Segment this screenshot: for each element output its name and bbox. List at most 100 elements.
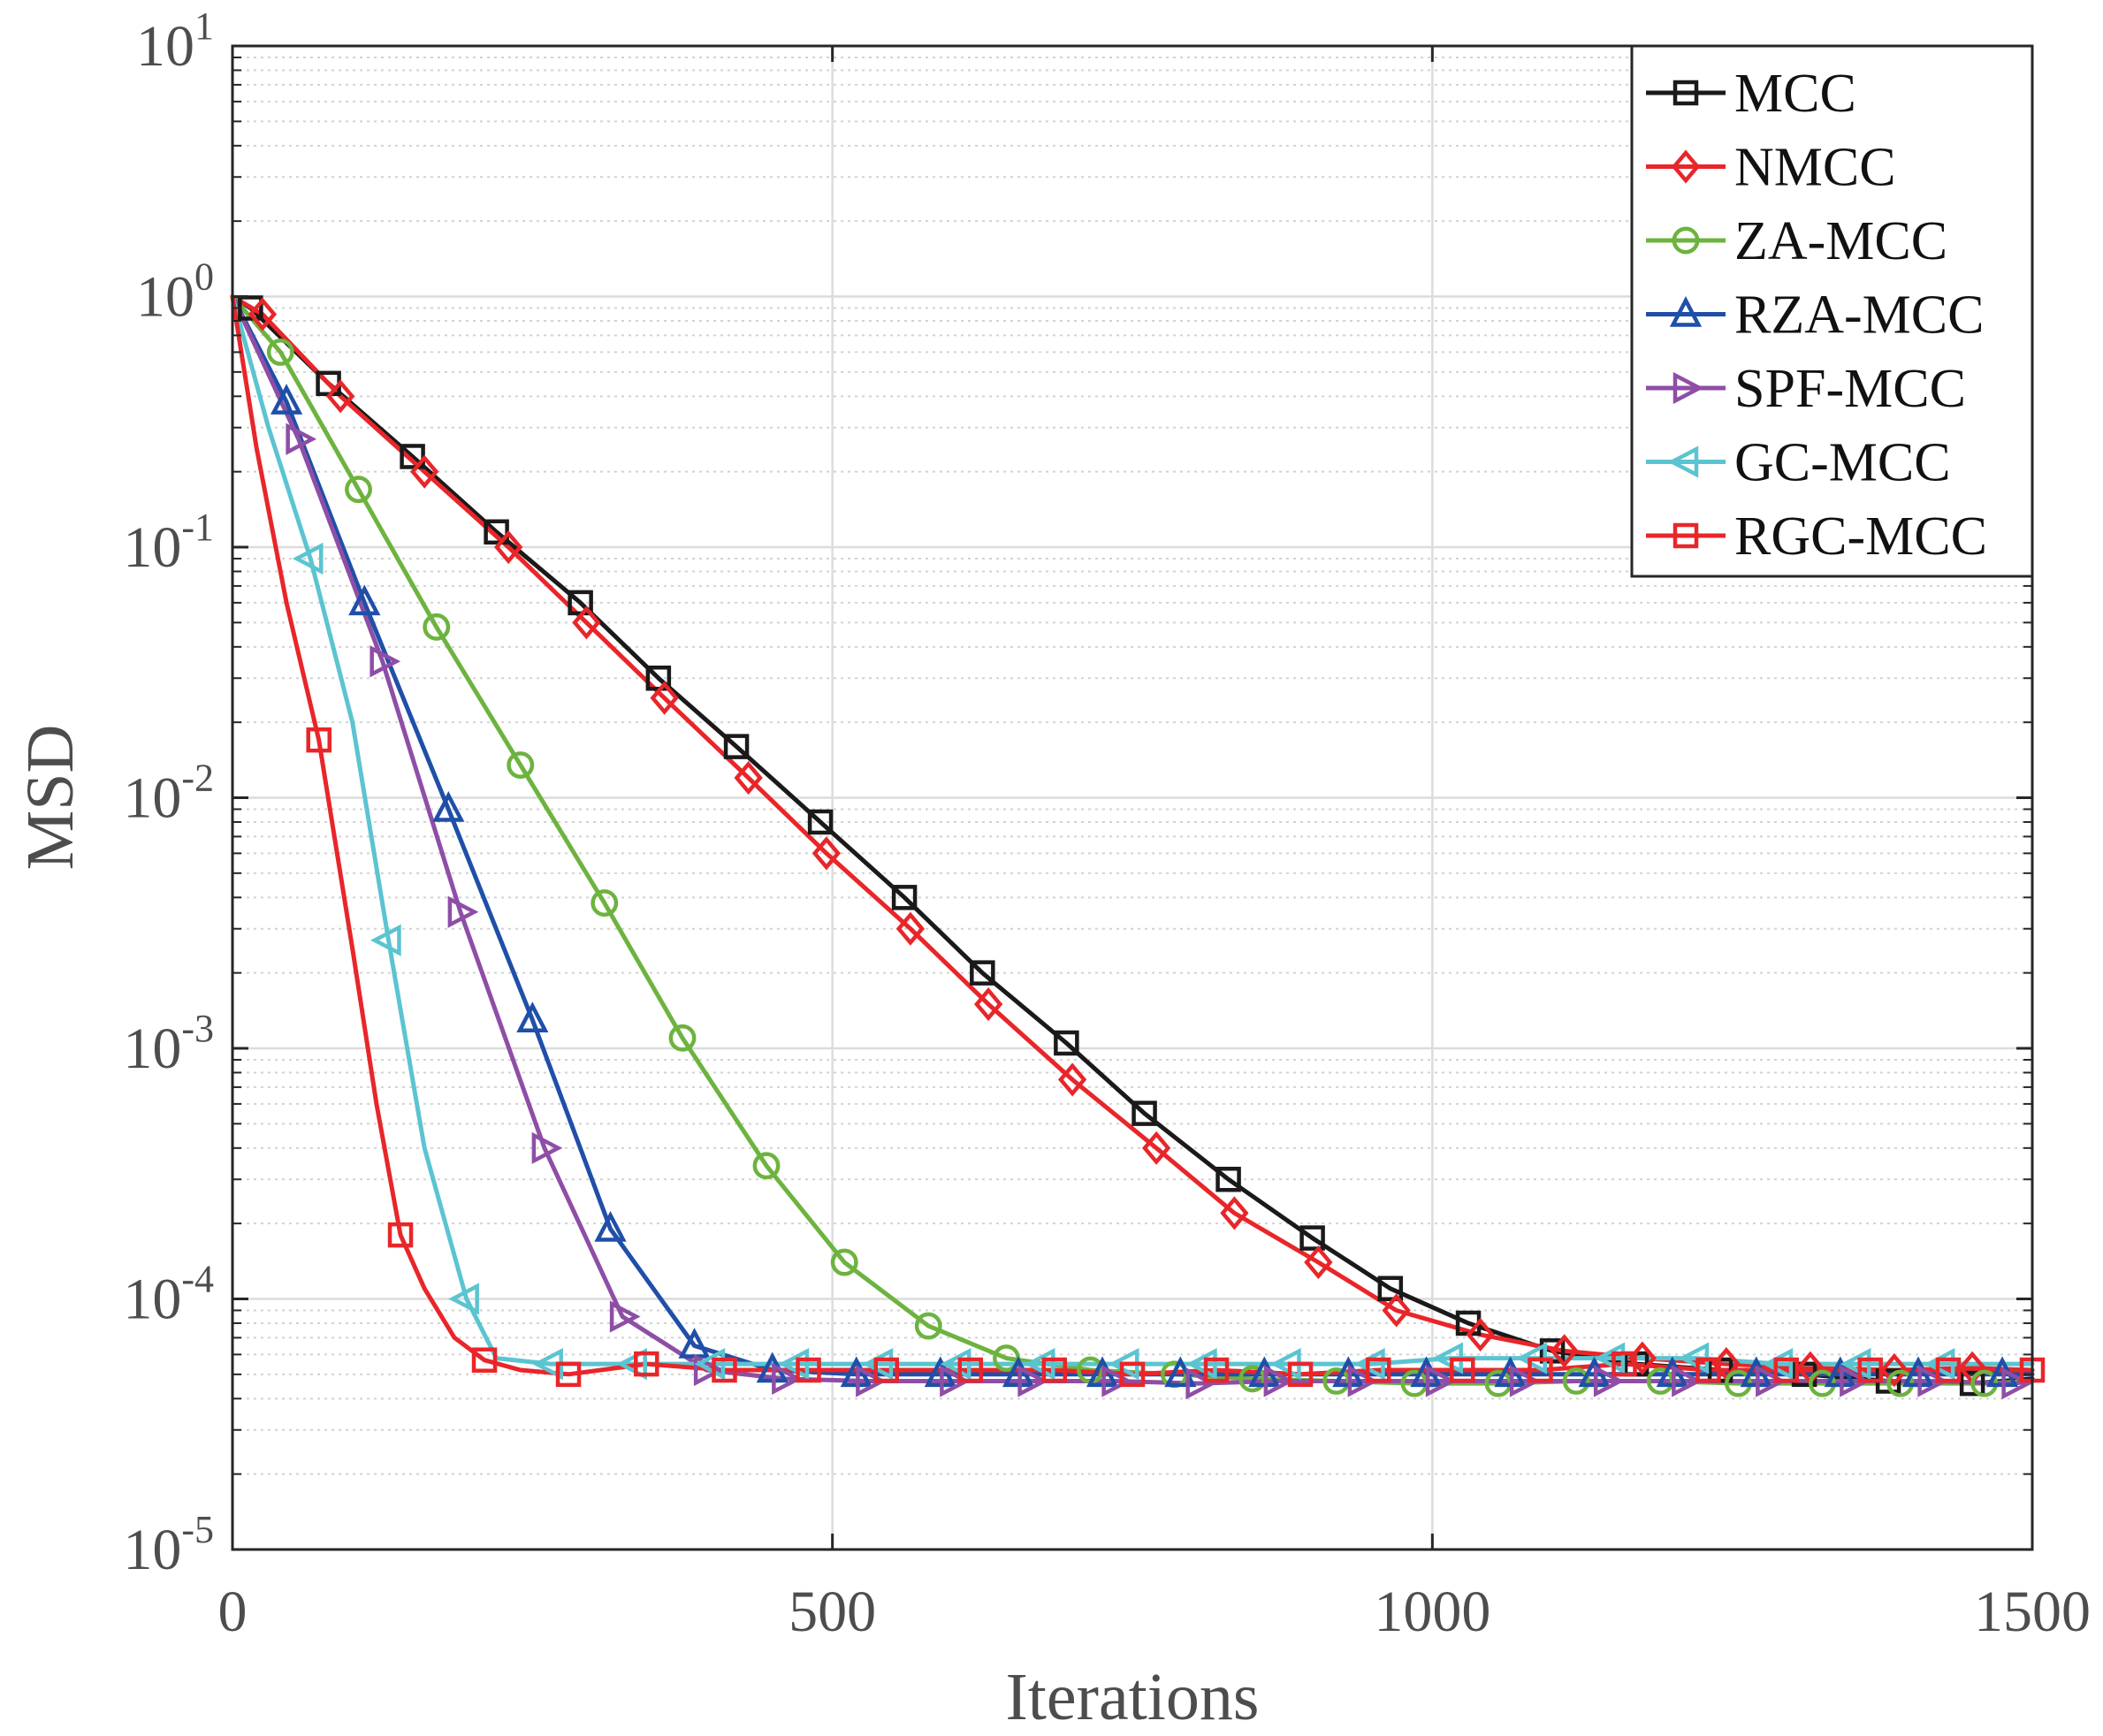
data-point [1450, 1357, 1475, 1383]
data-point [516, 1001, 549, 1032]
data-point [634, 1351, 659, 1377]
x-axis-title: Iterations [1005, 1660, 1259, 1734]
data-point [591, 889, 619, 917]
data-point [248, 297, 278, 331]
data-point [1299, 1225, 1325, 1251]
data-point [778, 1347, 810, 1381]
data-point [370, 645, 401, 678]
data-point [1840, 1347, 1871, 1381]
data-point [1119, 1361, 1146, 1388]
data-point [1141, 1131, 1171, 1165]
legend-box [1630, 44, 2034, 578]
data-point [348, 584, 381, 616]
data-point [1466, 1317, 1495, 1352]
data-point [266, 338, 294, 366]
data-point [1671, 149, 1701, 184]
data-point [609, 1300, 641, 1333]
data-point [1612, 1351, 1637, 1377]
data-point [1304, 1245, 1333, 1280]
y-tick-label: 10-5 [123, 1508, 214, 1582]
data-point [1756, 1365, 1787, 1397]
data-point [1263, 1365, 1295, 1397]
data-point [807, 809, 834, 835]
data-point [734, 760, 763, 796]
data-point [970, 960, 995, 986]
data-point [1669, 296, 1703, 327]
data-point [830, 1248, 858, 1276]
data-point [345, 476, 372, 504]
data-point [1550, 1334, 1579, 1368]
series-line-nmcc [230, 294, 2035, 1373]
data-point [973, 986, 1003, 1022]
legend-label: MCC [1734, 64, 1856, 124]
data-point [895, 911, 926, 946]
data-point [811, 836, 842, 871]
data-point [873, 1357, 899, 1383]
series-markers-spf-mcc [286, 423, 2033, 1400]
data-point [1347, 1365, 1379, 1397]
data-point [370, 924, 401, 956]
x-tick-label: 500 [789, 1580, 876, 1644]
data-point [286, 423, 317, 455]
legend-label: ZA-MCC [1734, 211, 1947, 271]
legend: MCC NMCC ZA-MCC RZA-MCC SPF-MCC GC-MCC RGC-MCC [1630, 44, 2034, 578]
y-axis-title: MSD [13, 725, 88, 871]
data-point [270, 384, 303, 415]
data-point [1017, 1365, 1049, 1397]
data-point [410, 454, 439, 489]
series-markers [238, 295, 2046, 1400]
data-point [940, 1347, 971, 1381]
data-point [957, 1357, 984, 1383]
data-point [292, 542, 324, 575]
data-point [1287, 1361, 1314, 1388]
data-point [668, 1024, 697, 1052]
data-point [772, 1362, 803, 1395]
series-markers-rgc-mcc [306, 727, 2046, 1388]
data-point [1101, 1365, 1133, 1397]
data-point [693, 1353, 725, 1387]
data-point [1528, 1357, 1553, 1383]
data-point [856, 1365, 887, 1397]
data-point [1057, 1062, 1087, 1097]
data-point [940, 1365, 971, 1397]
data-point [555, 1361, 582, 1388]
data-point [572, 605, 601, 640]
data-point [507, 751, 535, 780]
data-point [650, 681, 679, 715]
data-point [1220, 1196, 1249, 1230]
legend-label: NMCC [1734, 138, 1896, 198]
data-point [447, 895, 479, 928]
data-point [891, 885, 918, 910]
data-point [616, 1347, 647, 1381]
y-tick-label: 100 [136, 255, 214, 330]
legend-label: RGC-MCC [1734, 506, 1987, 567]
data-point [1562, 1367, 1590, 1395]
data-point [1215, 1166, 1241, 1192]
data-point [1594, 1342, 1626, 1374]
data-point [1672, 371, 1704, 405]
data-point [1185, 1367, 1217, 1400]
data-point [723, 734, 750, 759]
legend-label: RZA-MCC [1734, 286, 1984, 346]
data-point [423, 613, 451, 641]
data-point [694, 1347, 726, 1381]
data-point [1203, 1357, 1230, 1383]
data-point [432, 791, 465, 822]
data-point [1840, 1365, 1871, 1397]
x-tick-label: 0 [218, 1580, 248, 1644]
data-point [306, 727, 331, 753]
data-point [1935, 1357, 1962, 1383]
data-point [1377, 1275, 1404, 1302]
data-point [1425, 1365, 1457, 1397]
data-point [1382, 1293, 1411, 1328]
y-tick-label: 10-3 [123, 1007, 214, 1081]
x-tick-label: 1000 [1374, 1580, 1490, 1644]
data-point [1054, 1030, 1079, 1056]
data-point [1672, 1365, 1703, 1397]
data-point [494, 529, 523, 565]
data-point [1879, 1352, 1909, 1388]
y-tick-label: 10-2 [123, 757, 214, 831]
data-point [1041, 1357, 1068, 1383]
y-tick-label: 101 [136, 4, 214, 79]
x-tick-label: 1500 [1974, 1580, 2091, 1644]
